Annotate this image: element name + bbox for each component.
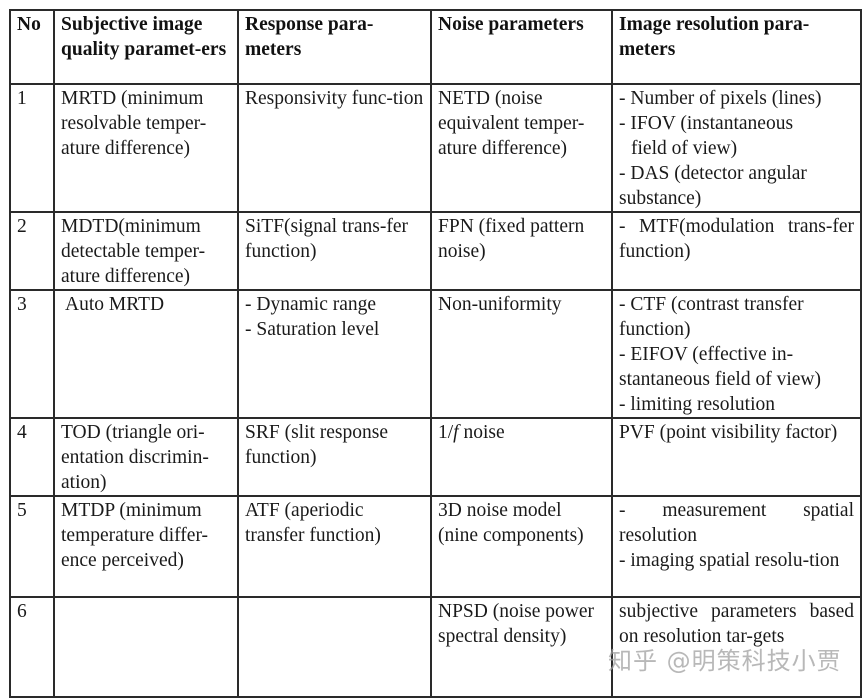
header-response: Response para-meters <box>237 9 432 85</box>
resolution-line: - CTF (contrast transfer function) <box>619 294 804 340</box>
resolution-line: - Number of pixels (lines) <box>619 88 822 109</box>
table-row: 4 TOD (triangle ori-entation discrimin-a… <box>9 417 862 497</box>
resolution-line: field of view) <box>631 138 738 159</box>
noise-text: 1/ <box>438 422 454 443</box>
noise-cell: FPN (fixed pattern noise) <box>430 211 613 291</box>
resolution-line: - MTF(modulation trans-fer function) <box>619 216 854 262</box>
header-resolution: Image resolution para-meters <box>611 9 862 85</box>
resolution-line: - DAS (detector angular substance) <box>619 163 807 209</box>
row-number: 1 <box>9 83 55 213</box>
header-noise: Noise parameters <box>430 9 613 85</box>
subjective-cell: MDTD(minimum detectable temper-ature dif… <box>53 211 239 291</box>
header-row: No Subjective image quality paramet-ers … <box>9 9 862 85</box>
subjective-cell: MTDP (minimum temperature differ-ence pe… <box>53 495 239 598</box>
resolution-cell: - Number of pixels (lines) - IFOV (insta… <box>611 83 862 213</box>
resolution-cell: subjective parameters based on resolutio… <box>611 596 862 698</box>
subjective-cell: MRTD (minimum resolvable temper-ature di… <box>53 83 239 213</box>
resolution-line: PVF (point visibility factor) <box>619 422 838 443</box>
row-number: 5 <box>9 495 55 598</box>
header-no: No <box>9 9 55 85</box>
resolution-line: - measurement spatial resolution <box>619 500 854 546</box>
row-number: 3 <box>9 289 55 419</box>
parameters-table: No Subjective image quality paramet-ers … <box>9 9 862 698</box>
noise-cell: NETD (noise equivalent temper-ature diff… <box>430 83 613 213</box>
resolution-line: - EIFOV (effective in-stantaneous field … <box>619 344 821 390</box>
response-cell: SiTF(signal trans-fer function) <box>237 211 432 291</box>
resolution-cell: - MTF(modulation trans-fer function) <box>611 211 862 291</box>
response-cell <box>237 596 432 698</box>
resolution-cell: - CTF (contrast transfer function) - EIF… <box>611 289 862 419</box>
subjective-cell: Auto MRTD <box>53 289 239 419</box>
noise-italic-f: f <box>453 422 459 443</box>
noise-text: noise <box>458 422 505 443</box>
resolution-line: - limiting resolution <box>619 394 775 415</box>
resolution-cell: PVF (point visibility factor) <box>611 417 862 497</box>
response-line: - Dynamic range <box>245 294 377 315</box>
noise-cell: 3D noise model (nine components) <box>430 495 613 598</box>
response-cell: ATF (aperiodic transfer function) <box>237 495 432 598</box>
resolution-line: - IFOV (instantaneous <box>619 113 794 134</box>
table-row: 1 MRTD (minimum resolvable temper-ature … <box>9 83 862 213</box>
table-row: 3 Auto MRTD - Dynamic range - Saturation… <box>9 289 862 419</box>
response-line: - Saturation level <box>245 319 380 340</box>
noise-cell: NPSD (noise power spectral density) <box>430 596 613 698</box>
response-cell: Responsivity func-tion <box>237 83 432 213</box>
resolution-line: - imaging spatial resolu-tion <box>619 550 840 571</box>
table-row: 5 MTDP (minimum temperature differ-ence … <box>9 495 862 598</box>
resolution-line: subjective parameters based on resolutio… <box>619 601 854 647</box>
row-number: 2 <box>9 211 55 291</box>
resolution-cell: - measurement spatial resolution - imagi… <box>611 495 862 598</box>
row-number: 6 <box>9 596 55 698</box>
noise-cell: Non-uniformity <box>430 289 613 419</box>
noise-cell: 1/f noise <box>430 417 613 497</box>
subjective-cell: TOD (triangle ori-entation discrimin-ati… <box>53 417 239 497</box>
table-row: 6 NPSD (noise power spectral density) su… <box>9 596 862 698</box>
header-subjective: Subjective image quality paramet-ers <box>53 9 239 85</box>
subjective-cell <box>53 596 239 698</box>
row-number: 4 <box>9 417 55 497</box>
response-cell: - Dynamic range - Saturation level <box>237 289 432 419</box>
response-cell: SRF (slit response function) <box>237 417 432 497</box>
table-row: 2 MDTD(minimum detectable temper-ature d… <box>9 211 862 291</box>
watermark: 知乎 @明策科技小贾 <box>608 647 842 675</box>
